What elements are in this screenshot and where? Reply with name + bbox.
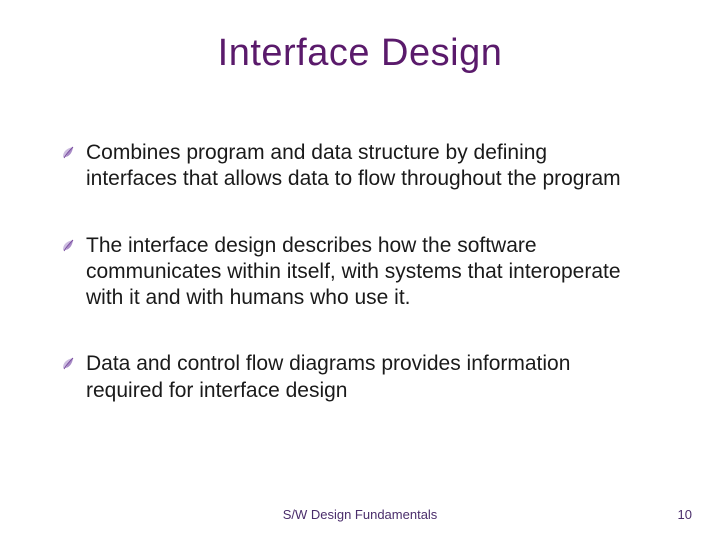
leaf-bullet-icon bbox=[62, 357, 76, 371]
slide: Interface Design Combines program and da… bbox=[0, 0, 720, 540]
bullet-text: Data and control flow diagrams provides … bbox=[86, 352, 570, 401]
leaf-bullet-icon bbox=[62, 146, 76, 160]
bullet-item: Data and control flow diagrams provides … bbox=[82, 351, 642, 404]
footer-text: S/W Design Fundamentals bbox=[0, 507, 720, 522]
leaf-bullet-icon bbox=[62, 239, 76, 253]
slide-body: Combines program and data structure by d… bbox=[82, 140, 642, 444]
slide-title: Interface Design bbox=[0, 32, 720, 75]
page-number: 10 bbox=[678, 507, 692, 522]
bullet-text: The interface design describes how the s… bbox=[86, 234, 621, 310]
bullet-item: The interface design describes how the s… bbox=[82, 233, 642, 312]
bullet-item: Combines program and data structure by d… bbox=[82, 140, 642, 193]
bullet-text: Combines program and data structure by d… bbox=[86, 141, 621, 190]
